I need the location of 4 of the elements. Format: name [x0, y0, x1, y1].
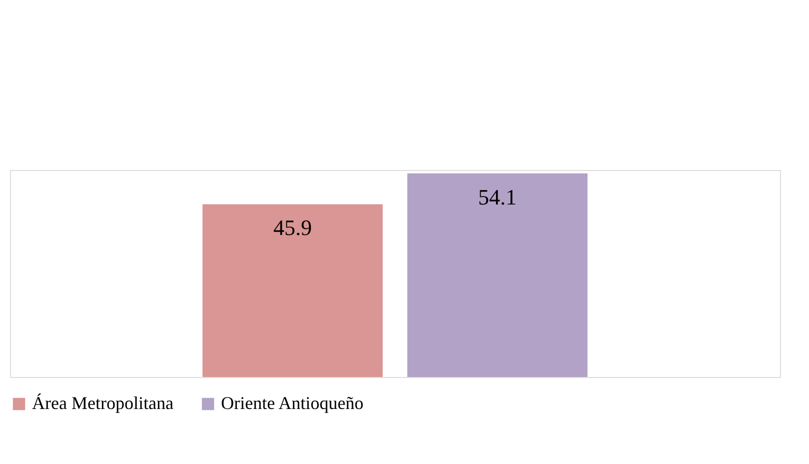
- legend-label: Área Metropolitana: [32, 393, 174, 413]
- data-label: 45.9: [273, 215, 312, 240]
- data-label: 54.1: [478, 184, 517, 210]
- legend-label: Oriente Antioqueño: [221, 393, 364, 413]
